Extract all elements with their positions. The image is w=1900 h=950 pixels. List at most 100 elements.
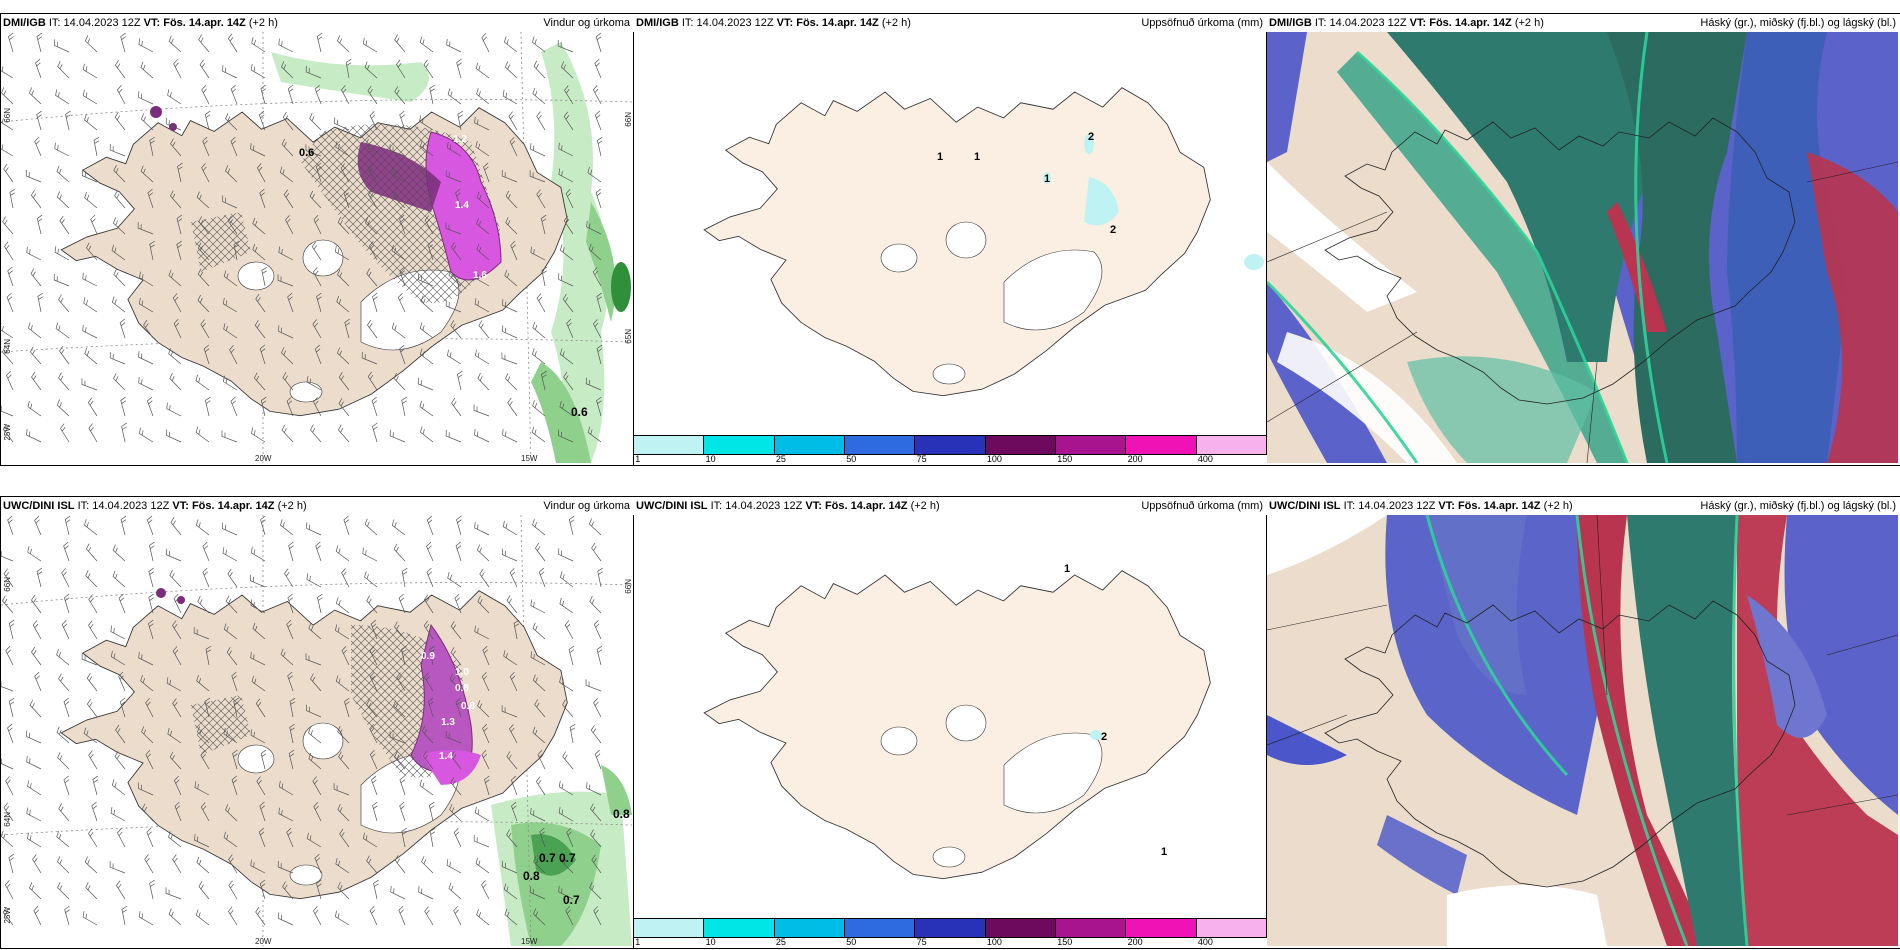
wind-barb <box>335 545 350 562</box>
wind-barb <box>232 749 238 770</box>
wind-barb <box>197 242 210 261</box>
wind-barb <box>455 697 462 718</box>
wind-barb <box>368 189 378 209</box>
wind-barb <box>399 214 406 235</box>
wind-barb <box>364 518 378 536</box>
it-label: IT: <box>710 500 723 512</box>
wind-barb <box>200 750 210 770</box>
wind-barb <box>369 110 378 131</box>
wind-barb <box>538 567 546 588</box>
wind-barb <box>64 905 70 926</box>
wind-barb <box>121 905 128 926</box>
wind-barb <box>111 296 126 313</box>
wind-barb <box>401 827 408 848</box>
wind-barb <box>559 571 574 588</box>
wind-barb <box>259 188 266 209</box>
wind-barb <box>228 854 238 874</box>
wind-barb <box>559 244 574 261</box>
wind-barb <box>172 646 182 666</box>
wind-barb <box>591 854 602 874</box>
wind-barb <box>176 214 183 235</box>
wind-barb <box>450 320 462 339</box>
wind-barb <box>223 623 238 640</box>
vt-label: VT: <box>172 500 189 512</box>
wind-barb <box>85 882 98 900</box>
it-label: IT: <box>681 17 694 29</box>
wind-barb <box>250 729 266 744</box>
wind-barb <box>312 776 322 796</box>
wind-barb <box>278 325 294 339</box>
wind-barb <box>259 344 266 365</box>
wind-barb <box>536 189 546 209</box>
wind-barb <box>116 85 126 105</box>
wind-barb <box>32 854 42 874</box>
legend-tick-label: 200 <box>1127 937 1143 947</box>
wind-barb <box>120 396 126 417</box>
wind-barb <box>368 241 378 261</box>
wind-barb <box>166 402 182 417</box>
wind-barb <box>287 593 294 614</box>
wind-barb <box>592 319 602 339</box>
wind-barb <box>81 378 98 391</box>
wind-barb <box>281 138 294 157</box>
wind-barb <box>60 423 70 443</box>
wind-barb <box>36 110 42 131</box>
wind-barb <box>4 241 14 261</box>
it-label: IT: <box>1343 500 1356 512</box>
wind-barb <box>111 779 126 796</box>
wind-barb <box>474 349 490 365</box>
wind-barb <box>335 597 350 614</box>
wind-barb <box>148 567 154 588</box>
wind-barb <box>588 518 602 536</box>
wind-barb <box>474 625 490 640</box>
wind-barb <box>172 620 182 640</box>
wind-barb <box>529 170 546 183</box>
wind-barb <box>424 215 434 235</box>
wind-barb <box>591 542 602 562</box>
wind-barb <box>59 215 70 235</box>
wind-barb <box>586 782 602 796</box>
wind-barb <box>506 829 518 848</box>
wind-barb <box>532 321 546 339</box>
wind-barb <box>118 593 126 614</box>
wind-barb <box>338 424 350 443</box>
wind-barb <box>168 269 182 287</box>
wind-barb <box>286 827 294 848</box>
wind-barb <box>558 885 574 900</box>
legend-swatch <box>704 436 775 454</box>
product-name: Háský (gr.), miðský (fj.bl.) og lágský (… <box>1700 500 1896 512</box>
wind-barb <box>337 881 350 900</box>
wind-barb <box>475 140 490 157</box>
wind-barb <box>532 348 546 365</box>
wind-barb <box>456 58 462 79</box>
wind-barb <box>5 776 14 796</box>
wind-barb <box>147 188 154 209</box>
wind-barb <box>501 170 518 183</box>
wind-barb <box>420 426 434 443</box>
wind-barb <box>419 322 434 339</box>
wind-barb <box>2 595 14 614</box>
wind-barb <box>138 297 154 313</box>
wind-barb <box>446 141 462 157</box>
legend-tick-label: 10 <box>705 937 716 947</box>
wind-barb <box>172 698 182 718</box>
wind-barb <box>420 140 434 157</box>
wind-barb <box>566 827 574 848</box>
wind-barb <box>3 568 14 588</box>
legend-tick-label: 25 <box>775 454 786 464</box>
wind-barb <box>250 63 266 79</box>
wind-barb <box>250 546 266 562</box>
wind-barb <box>93 136 100 157</box>
wind-barb <box>195 519 210 536</box>
wind-barb <box>482 723 490 744</box>
wind-barb <box>336 295 350 313</box>
wind-barb <box>2 216 14 235</box>
wind-barb <box>169 751 182 770</box>
wind-barb <box>533 60 546 79</box>
wind-barb <box>26 730 42 744</box>
model-name: DMI/IGB <box>636 17 679 29</box>
wind-barb <box>84 114 98 131</box>
wind-barb <box>558 142 574 157</box>
wind-barb <box>202 567 210 588</box>
wind-barb <box>1 115 14 131</box>
